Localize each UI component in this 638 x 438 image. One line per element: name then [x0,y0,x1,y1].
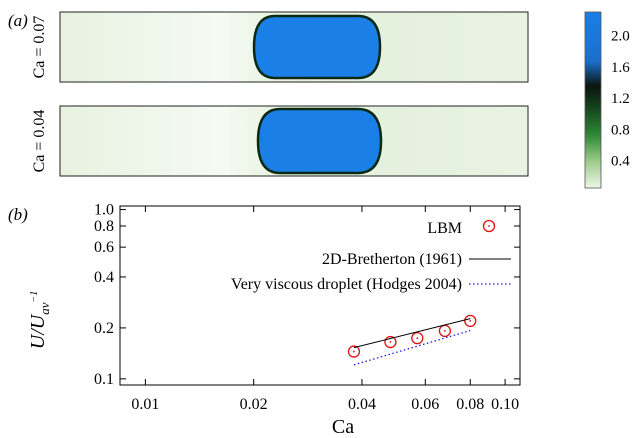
colorbar-tick-label: 0.4 [611,154,630,170]
row-label-ca-004: Ca = 0.04 [31,110,48,173]
lbm-point [411,331,424,345]
legend-label-lbm: LBM [427,220,462,237]
lbm-point-center [416,337,419,340]
y-tick-label: 0.1 [94,371,114,388]
y-tick-label: 0.4 [94,269,114,286]
droplet-bottom [256,107,383,175]
plot-frame [119,205,521,386]
y-axis-label: U/Uav−1 [27,291,52,349]
x-tick-label: 0.10 [491,396,519,413]
legend: LBM 2D-Bretherton (1961) Very viscous dr… [231,219,511,293]
lbm-point [347,345,361,358]
y-tick-label: 0.2 [94,320,114,337]
lbm-point [384,335,397,349]
colorbar-tick-label: 0.8 [611,122,630,138]
legend-marker-lbm [482,219,496,233]
colorbar-tick-label: 1.2 [611,91,630,107]
lbm-point-center [353,350,355,353]
legend-label-bretherton: 2D-Bretherton (1961) [322,251,462,268]
lbm-point-center [469,320,472,322]
lbm-point [464,314,477,328]
y-tick-label: 0.6 [94,239,114,256]
plot-area: 0.01 0.02 0.04 0.06 0.08 0.10 1.00.8 0.6 0.4 0.2 0… [94,202,521,413]
x-tick-label: 0.04 [348,396,376,413]
y-tick-label: 0.8 [94,218,114,235]
bretherton-line [353,318,471,349]
colorbar-ticks: 2.0 1.6 1.2 0.8 0.4 [611,28,630,169]
hodges-line [353,329,471,366]
droplet-panel-top [59,11,529,83]
row-label-ca-007: Ca = 0.07 [31,16,48,79]
lbm-point-center [443,330,446,332]
x-tick-label: 0.01 [131,396,159,413]
colorbar [584,11,602,189]
lbm-point-center [389,341,392,343]
panel-b-label: (b) [8,205,28,224]
droplet-top [252,14,382,80]
legend-marker-lbm-dot [488,225,490,227]
legend-label-hodges: Very viscous droplet (Hodges 2004) [231,276,462,293]
colorbar-tick-label: 2.0 [611,28,630,44]
x-tick-label: 0.08 [456,396,484,413]
colorbar-tick-label: 1.6 [611,60,630,76]
x-tick-label: 0.06 [411,396,439,413]
x-tick-label: 0.02 [240,396,268,413]
y-tick-label: 1.0 [94,202,114,219]
droplet-panel-bottom [59,105,529,177]
panel-a-label: (a) [8,11,28,30]
x-axis-label: Ca [332,416,354,438]
